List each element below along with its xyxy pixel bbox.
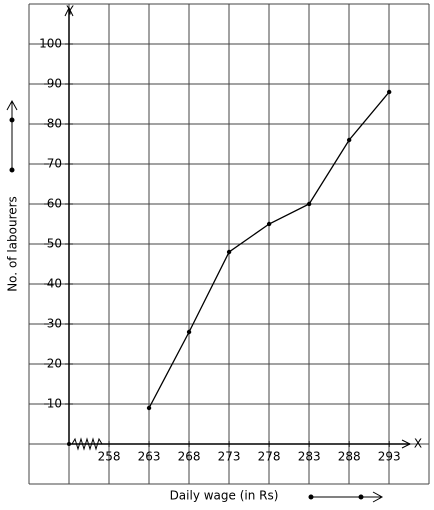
point [386, 89, 392, 95]
x-tick-label: 283 [298, 450, 321, 464]
y-tick-label: 90 [47, 77, 62, 91]
x-tick-label: 263 [138, 450, 161, 464]
point [186, 329, 192, 335]
x-tick-label: 293 [378, 450, 401, 464]
y-tick-label: 80 [47, 117, 62, 131]
x-tick-label: 273 [218, 450, 241, 464]
y-tick-label: 40 [47, 277, 62, 291]
graph-paper [28, 3, 430, 485]
point [226, 249, 232, 255]
y-tick-label: 30 [47, 317, 62, 331]
x-axis-title: Daily wage (in Rs) [170, 489, 279, 503]
y-tick-label: 50 [47, 237, 62, 251]
axis-break [71, 437, 103, 451]
x-tick-label: 278 [258, 450, 281, 464]
x-axis-arrow [401, 439, 412, 449]
y-axis-title: No. of labourers [6, 196, 20, 292]
decor-arrow-left [6, 99, 18, 173]
y-tick-label: 100 [39, 37, 62, 51]
x-tick-label: 258 [98, 450, 121, 464]
decor-arrow-bottom [308, 491, 384, 503]
x-tick-label: 288 [338, 450, 361, 464]
origin-dot [67, 442, 71, 446]
y-tick-label: 20 [47, 357, 62, 371]
y-tick-label: 60 [47, 197, 62, 211]
point [146, 405, 152, 411]
y-tick-label: 70 [47, 157, 62, 171]
point [346, 137, 352, 143]
x-axis-name: X [414, 437, 422, 451]
point [306, 201, 312, 207]
y-axis-arrow [64, 6, 74, 17]
x-tick-label: 268 [178, 450, 201, 464]
y-tick-label: 10 [47, 397, 62, 411]
point [266, 221, 272, 227]
